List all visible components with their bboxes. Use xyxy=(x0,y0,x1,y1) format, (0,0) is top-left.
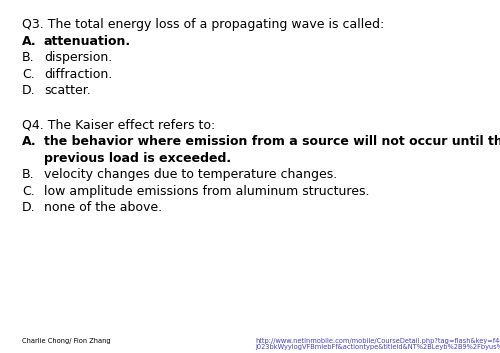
Text: D.: D. xyxy=(22,201,36,214)
Text: attenuation.: attenuation. xyxy=(44,35,131,48)
Text: B.: B. xyxy=(22,51,34,64)
Text: diffraction.: diffraction. xyxy=(44,67,112,80)
Text: http://www.netinmobile.com/mobile/CourseDetail.php?tag=flash&key=f4oToDwcQJeKodB: http://www.netinmobile.com/mobile/Course… xyxy=(255,338,500,344)
Text: C.: C. xyxy=(22,185,35,197)
Text: Q3. The total energy loss of a propagating wave is called:: Q3. The total energy loss of a propagati… xyxy=(22,18,384,31)
Text: j023bkWyylogVFBmlebFf&actiontype&titleid&NT%2BLeyb%2B9%2Fbyus%2FaE%2FFT: j023bkWyylogVFBmlebFf&actiontype&titleid… xyxy=(255,345,500,351)
Text: A.: A. xyxy=(22,135,36,148)
Text: the behavior where emission from a source will not occur until the: the behavior where emission from a sourc… xyxy=(44,135,500,148)
Text: previous load is exceeded.: previous load is exceeded. xyxy=(44,151,231,164)
Text: Charlie Chong/ Fion Zhang: Charlie Chong/ Fion Zhang xyxy=(22,338,110,344)
Text: A.: A. xyxy=(22,35,36,48)
Text: Q4. The Kaiser effect refers to:: Q4. The Kaiser effect refers to: xyxy=(22,119,215,132)
Text: low amplitude emissions from aluminum structures.: low amplitude emissions from aluminum st… xyxy=(44,185,370,197)
Text: B.: B. xyxy=(22,168,34,181)
Text: scatter.: scatter. xyxy=(44,84,91,97)
Text: D.: D. xyxy=(22,84,36,97)
Text: velocity changes due to temperature changes.: velocity changes due to temperature chan… xyxy=(44,168,337,181)
Text: C.: C. xyxy=(22,67,35,80)
Text: none of the above.: none of the above. xyxy=(44,201,162,214)
Text: dispersion.: dispersion. xyxy=(44,51,112,64)
